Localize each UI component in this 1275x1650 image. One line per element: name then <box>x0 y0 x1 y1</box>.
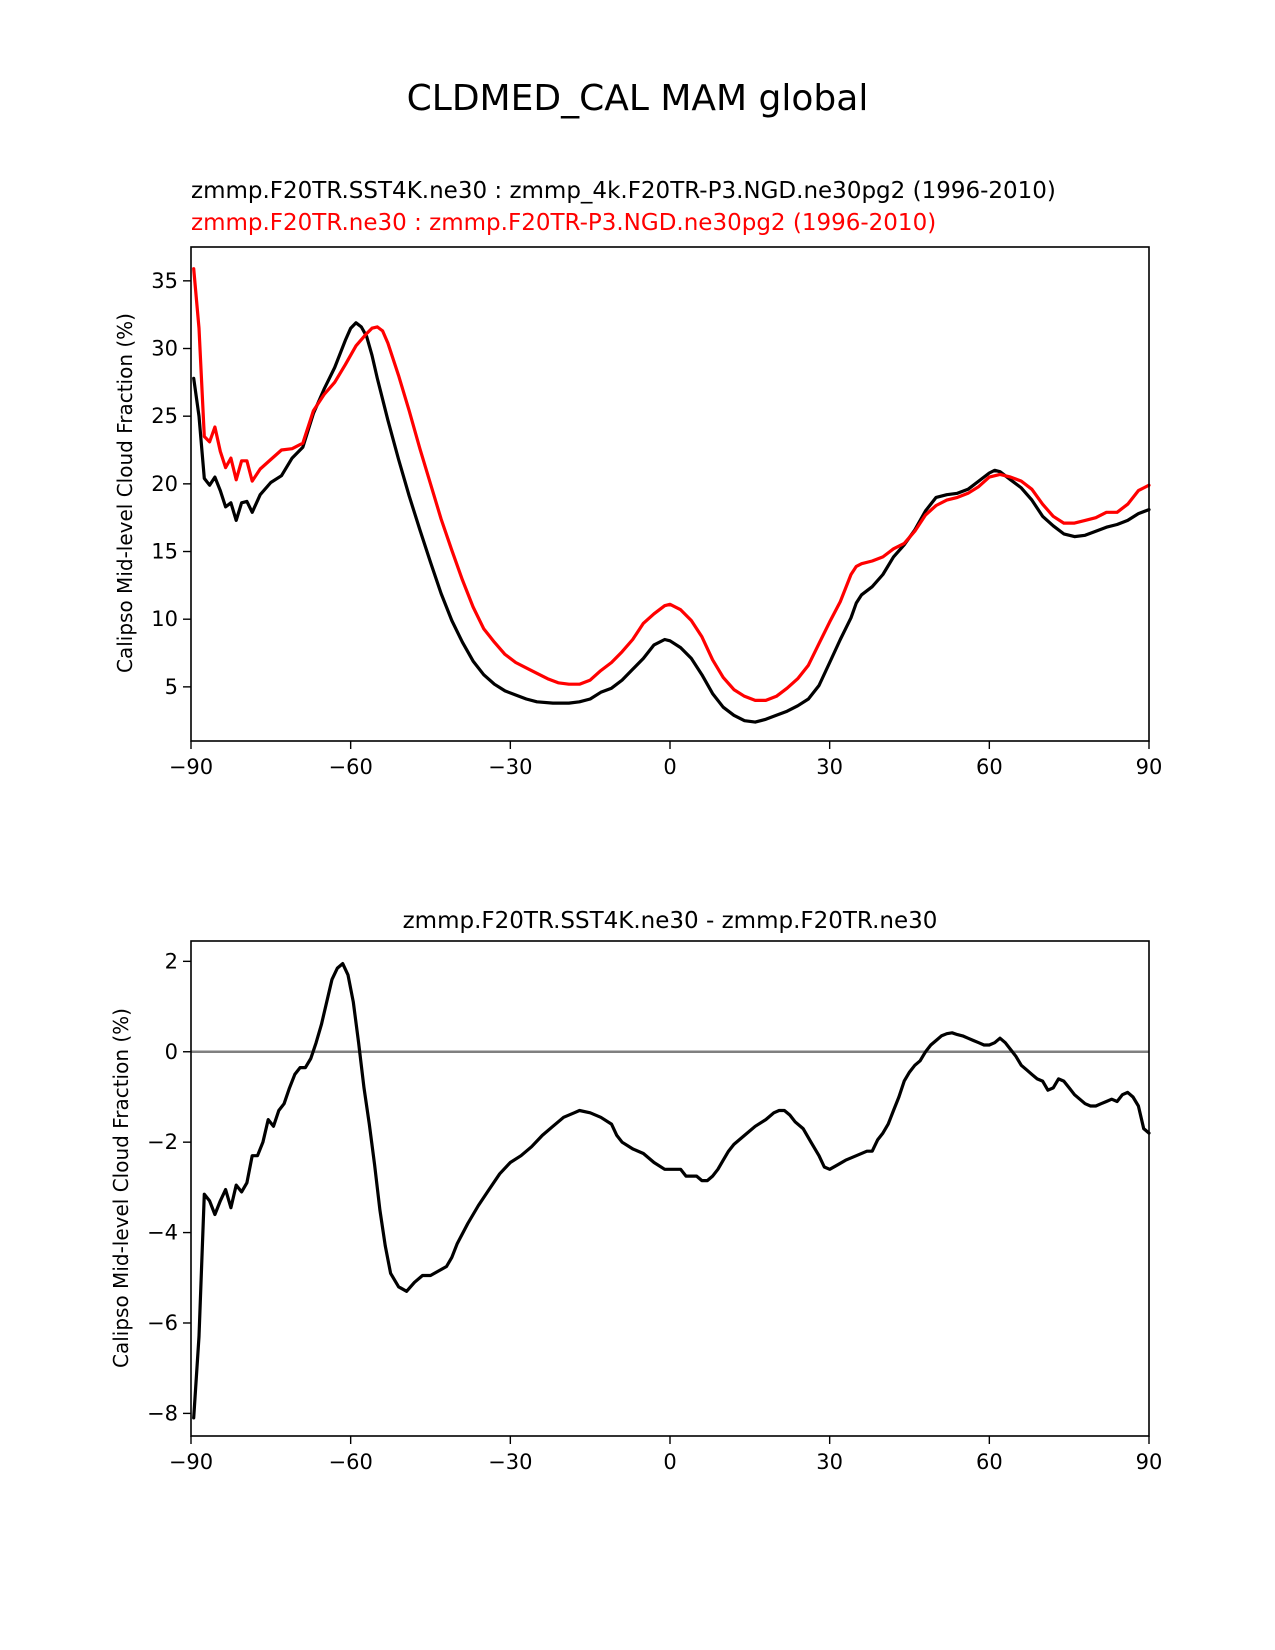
figure-title: CLDMED_CAL MAM global <box>407 78 869 119</box>
bottom-xtick-label: −90 <box>169 1450 213 1474</box>
bottom-xtick-label: 30 <box>816 1450 843 1474</box>
top-ytick-label: 35 <box>151 269 178 293</box>
bottom-ytick-label: 2 <box>165 949 178 973</box>
top-panel-ylabel: Calipso Mid-level Cloud Fraction (%) <box>113 313 137 673</box>
bottom-ticks: −90 −60 −30 0 30 60 90 −8 −6 −4 −2 0 2 <box>147 949 1162 1474</box>
bottom-xtick-label: 60 <box>976 1450 1003 1474</box>
top-series-line-zmmp-f20tr-ne30 <box>192 267 1151 702</box>
bottom-ytick-label: 0 <box>165 1040 178 1064</box>
top-xtick-label: −30 <box>488 755 532 779</box>
top-xtick-label: −60 <box>329 755 373 779</box>
top-ytick-label: 30 <box>151 337 178 361</box>
bottom-xtick-label: −30 <box>488 1450 532 1474</box>
bottom-series-line-difference <box>192 962 1151 1420</box>
top-xtick-label: 90 <box>1136 755 1163 779</box>
bottom-ytick-label: −6 <box>147 1311 178 1335</box>
top-xtick-label: 60 <box>976 755 1003 779</box>
top-ytick-label: 15 <box>151 540 178 564</box>
bottom-panel: zmmp.F20TR.SST4K.ne30 - zmmp.F20TR.ne30 … <box>109 908 1162 1474</box>
top-ytick-label: 25 <box>151 404 178 428</box>
top-xtick-label: −90 <box>169 755 213 779</box>
top-ytick-label: 5 <box>165 675 178 699</box>
bottom-panel-title: zmmp.F20TR.SST4K.ne30 - zmmp.F20TR.ne30 <box>403 908 938 934</box>
top-plot-frame <box>190 246 1150 742</box>
bottom-ytick-label: −4 <box>147 1221 178 1245</box>
top-series <box>192 267 1151 724</box>
top-ticks: −90 −60 −30 0 30 60 90 5 10 15 20 25 30 35 <box>151 269 1162 779</box>
top-panel: zmmp.F20TR.SST4K.ne30 : zmmp_4k.F20TR-P3… <box>113 178 1162 779</box>
top-xtick-label: 30 <box>816 755 843 779</box>
bottom-ytick-label: −8 <box>147 1401 178 1425</box>
top-ytick-label: 20 <box>151 472 178 496</box>
top-xtick-label: 0 <box>663 755 676 779</box>
bottom-panel-ylabel: Calipso Mid-level Cloud Fraction (%) <box>109 1008 133 1368</box>
top-ytick-label: 10 <box>151 607 178 631</box>
bottom-xtick-label: 0 <box>663 1450 676 1474</box>
top-panel-title-ref: zmmp.F20TR.ne30 : zmmp.F20TR-P3.NGD.ne30… <box>191 210 936 236</box>
bottom-ytick-label: −2 <box>147 1130 178 1154</box>
bottom-series <box>192 962 1151 1420</box>
top-panel-title-test: zmmp.F20TR.SST4K.ne30 : zmmp_4k.F20TR-P3… <box>191 178 1056 204</box>
bottom-xtick-label: −60 <box>329 1450 373 1474</box>
bottom-xtick-label: 90 <box>1136 1450 1163 1474</box>
bottom-plot-frame <box>190 940 1150 1437</box>
